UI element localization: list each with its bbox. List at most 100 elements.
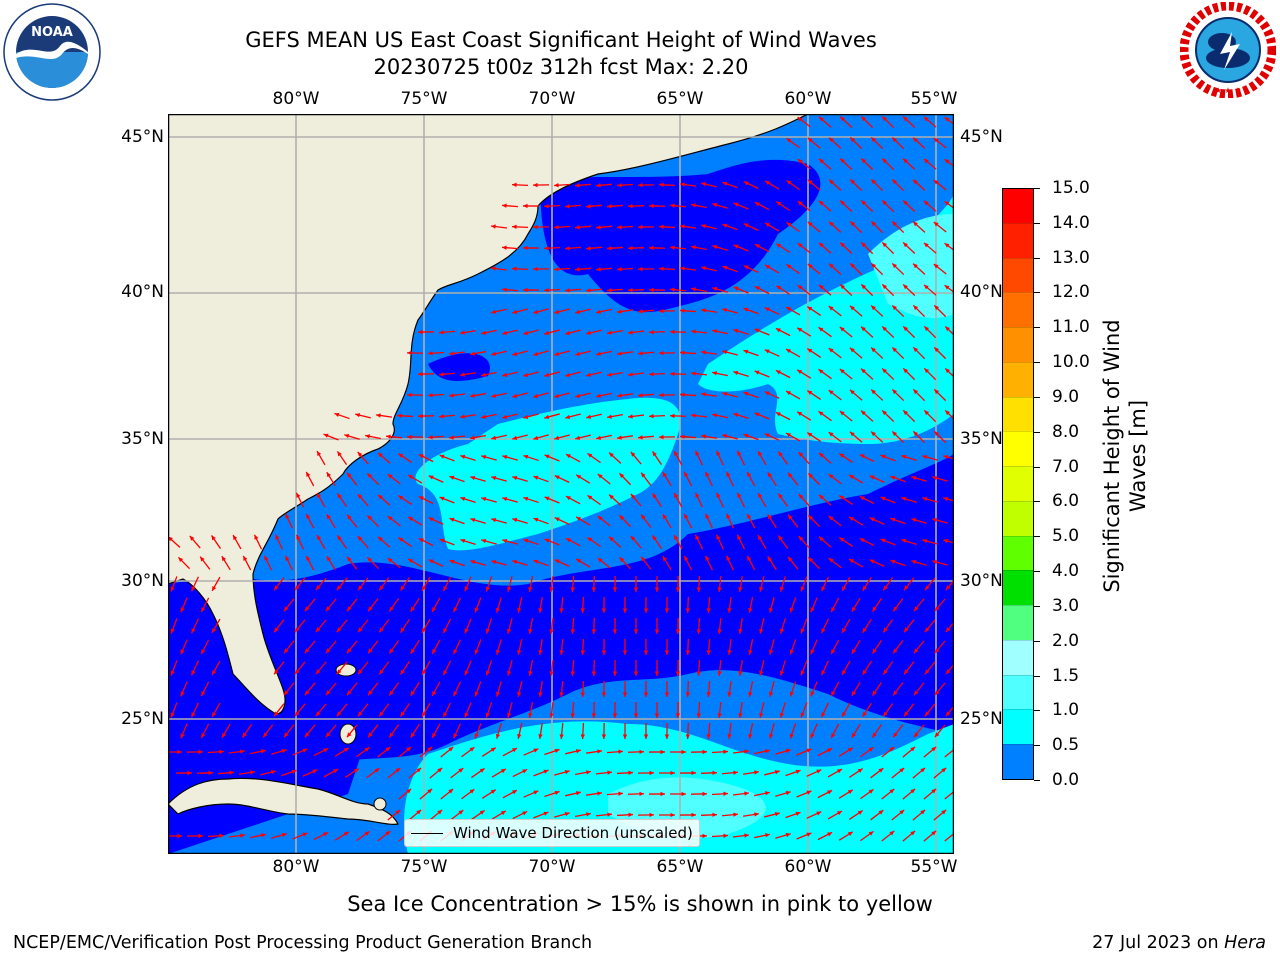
wind-vector-head [754,286,760,291]
wind-vector-head [920,767,926,773]
wind-vector-head [377,452,383,458]
wind-vector-head [871,305,876,311]
wind-vector-head [628,414,633,419]
wind-vector-head [596,267,601,272]
wind-vector-head [778,493,783,499]
wind-vector-head [596,183,601,188]
wind-vector-head [554,351,560,356]
wind-vector-head [861,410,866,416]
wind-vector-head [628,203,633,209]
wind-vector-head [767,514,772,520]
wind-vector-head [664,692,670,697]
wind-vector-head [828,516,834,521]
wind-vector-head [523,454,529,460]
wind-vector-head [336,585,342,591]
wind-vector-head [427,788,433,794]
wind-vector-head [418,496,424,501]
wind-vector-head [591,713,597,718]
wind-vector-head [701,182,707,187]
wind-vector-head [836,769,842,774]
wind-vector-head [274,711,279,717]
wind-vector-head [691,812,696,818]
wind-vector-head [821,586,826,592]
wind-vector-head [680,266,685,271]
wind-vector-head [643,692,649,697]
wind-vector-head [481,454,487,460]
wind-vector-head [575,267,580,272]
wind-vector-head [554,475,560,480]
lat-tick-right: 30°N [960,571,1003,591]
wind-vector-head [304,648,310,654]
wind-vector-head [878,768,884,773]
colorbar-tick-label: 9.0 [1052,386,1080,407]
wind-vector-head [564,811,570,817]
lat-tick-right: 45°N [960,127,1003,147]
wind-vector-head [818,158,824,164]
wind-vector-head [453,733,458,739]
wind-vector-head [797,411,803,417]
wind-vector-head [903,116,908,122]
wind-vector-head [849,558,855,564]
wind-vector-head [357,493,363,499]
wind-vector-head [727,650,732,655]
wind-vector-head [283,606,289,612]
wind-vector-head [453,649,458,655]
wind-vector-head [586,812,591,817]
wind-vector-head [367,557,373,563]
wind-vector-head [591,629,597,634]
wind-vector-head [346,648,352,654]
wind-vector-head [816,769,822,774]
wind-vector-head [544,245,549,251]
wind-vector-head [410,690,415,696]
wind-vector-head [785,790,791,796]
wind-vector-head [943,496,949,502]
wind-vector-head [662,556,668,562]
wind-vector-head [326,556,332,562]
wind-vector-head [670,770,675,776]
wind-vector-head [596,225,601,230]
wind-vector-head [754,812,759,817]
wind-vector-head [807,263,813,269]
wind-vector-head [789,649,794,655]
wind-vector-head [580,608,585,613]
wind-vector-head [559,734,564,739]
wind-vector-head [502,245,507,250]
wind-vector-head [788,472,793,478]
wind-vector-head [849,431,855,437]
wind-vector-head [368,606,373,612]
wind-vector-head [597,749,602,754]
wind-vector-head [528,671,533,676]
wind-vector-head [923,242,929,248]
wind-vector-head [379,669,384,675]
wind-vector-head [861,200,867,206]
wind-vector-head [765,264,771,270]
wind-vector-head [263,732,268,738]
wind-vector-head [859,496,865,501]
wind-vector-head [448,788,454,794]
wind-vector-head [191,586,196,592]
wind-vector-head [559,650,564,655]
wind-vector-head [443,586,448,592]
wind-vector-head [312,769,318,774]
colorbar-tick-mark [1034,571,1040,573]
wind-vector-head [808,557,814,563]
wind-vector-head [432,607,437,613]
wind-vector-head [481,496,487,502]
wind-vector-head [201,607,206,613]
wind-vector-head [622,734,628,739]
wind-vector-head [779,670,785,676]
wind-vector-head [733,370,739,376]
wind-vector-head [337,535,342,541]
wind-vector-head [304,606,310,612]
wind-vector-head [670,245,675,250]
wind-vector-head [862,711,867,717]
wind-vector-head [934,648,940,654]
wind-vector-head [201,733,206,739]
wind-vector-head [785,832,791,838]
colorbar-segment [1003,431,1033,467]
wind-vector-head [358,627,363,633]
wind-vector-head [871,347,876,353]
wind-vector-head [869,517,875,522]
wind-vector-head [400,585,405,591]
wind-vector-head [716,450,721,456]
